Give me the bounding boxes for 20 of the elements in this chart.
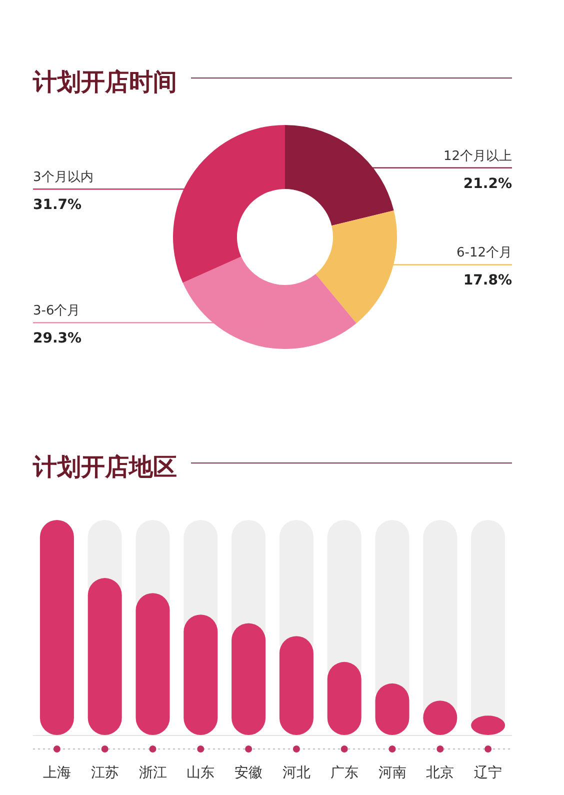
slice-label: 12个月以上 [443, 148, 512, 164]
chart-title: 计划开店地区 [32, 452, 177, 481]
x-tick-label: 河北 [282, 765, 310, 781]
data-label: 29.3% [33, 330, 82, 347]
x-tick-label: 辽宁 [474, 765, 502, 781]
x-tick-label: 江苏 [90, 765, 119, 781]
data-label: 31.7% [33, 197, 82, 214]
data-label: 21.2% [463, 176, 512, 192]
x-tick-label: 山东 [186, 765, 215, 781]
slice-label: 3-6个月 [33, 304, 80, 319]
x-tick-label: 广东 [330, 765, 358, 781]
slice-label: 3个月以内 [33, 170, 94, 186]
data-label: 17.8% [463, 272, 512, 289]
x-tick-label: 上海 [42, 765, 71, 781]
x-tick-label: 北京 [426, 765, 454, 781]
chart-title: 计划开店时间 [32, 67, 177, 96]
x-tick-label: 安徽 [234, 765, 263, 781]
x-tick-label: 浙江 [138, 765, 167, 781]
slice-label: 6-12个月 [456, 246, 512, 261]
x-tick-label: 河南 [378, 765, 406, 781]
